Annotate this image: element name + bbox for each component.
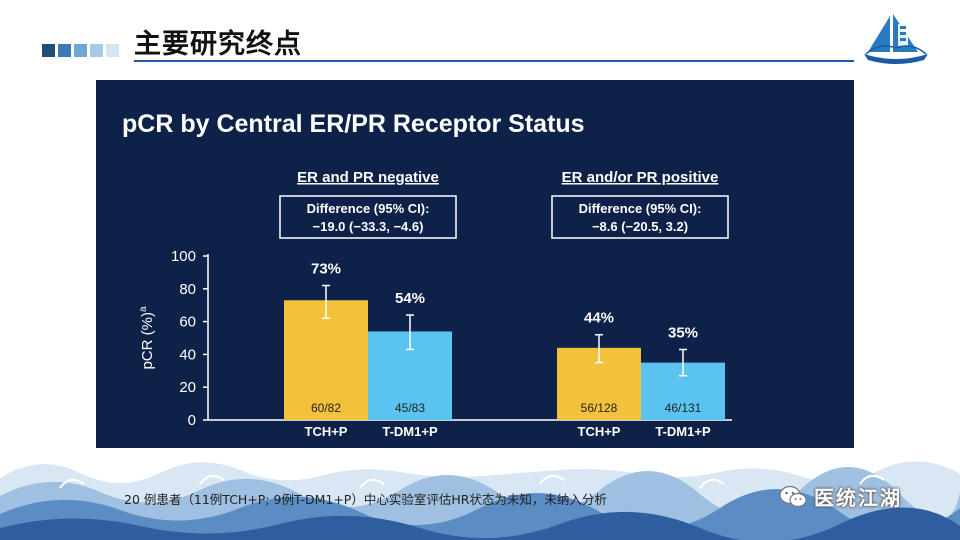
watermark-text: 医统江湖 [814,486,902,510]
footnote: 20 例患者（11例TCH+P; 9例T-DM1+P）中心实验室评估HR状态为未… [124,492,607,507]
bar-value-label: 54% [395,290,425,307]
page-title: 主要研究终点 [134,29,302,60]
sailboat-logo-icon [864,14,928,64]
decorative-square [90,44,103,57]
y-tick-label: 40 [179,346,196,363]
watermark: 医统江湖 [778,482,902,511]
difference-box [279,195,457,239]
y-axis-label: pCR (%)a [138,306,156,370]
bar-n-label: 60/82 [311,401,341,415]
difference-value: −19.0 (−33.3, −4.6) [313,219,424,234]
bar-n-label: 46/131 [665,401,702,415]
group-label: ER and PR negative [297,169,439,186]
bar-tch-p [284,300,368,420]
chart-panel: pCR by Central ER/PR Receptor Status 0 20… [96,80,854,466]
bar-value-label: 73% [311,261,341,278]
decorative-square [74,44,87,57]
decorative-square [58,44,71,57]
bar-value-label: 35% [668,324,698,341]
y-tick-label: 100 [171,248,196,265]
difference-value: −8.6 (−20.5, 3.2) [592,219,688,234]
difference-label: Difference (95% CI): [307,201,430,216]
group-label: ER and/or PR positive [562,169,719,186]
difference-box [551,195,729,239]
y-tick-label: 60 [179,314,196,331]
x-category-label: T-DM1+P [382,424,438,439]
y-axis-label-superscript: a [138,306,149,312]
y-tick-label: 80 [179,281,196,298]
decorative-square [42,44,55,57]
difference-label: Difference (95% CI): [579,201,702,216]
bar-value-label: 44% [584,310,614,327]
y-tick-label: 0 [188,412,196,429]
bar-n-label: 45/83 [395,401,425,415]
decorative-squares [42,44,119,57]
slide-header: 主要研究终点 [0,0,960,70]
bar-n-label: 56/128 [581,401,618,415]
y-tick-label: 20 [179,379,196,396]
x-category-label: TCH+P [578,424,621,439]
decorative-square [106,44,119,57]
header-rule [134,60,854,62]
x-category-label: TCH+P [305,424,348,439]
wechat-icon [779,485,807,507]
chart-title: pCR by Central ER/PR Receptor Status [122,110,585,138]
wave-decoration [0,448,960,540]
x-category-label: T-DM1+P [655,424,711,439]
pcr-bar-chart: pCR by Central ER/PR Receptor Status 0 20… [122,110,732,439]
